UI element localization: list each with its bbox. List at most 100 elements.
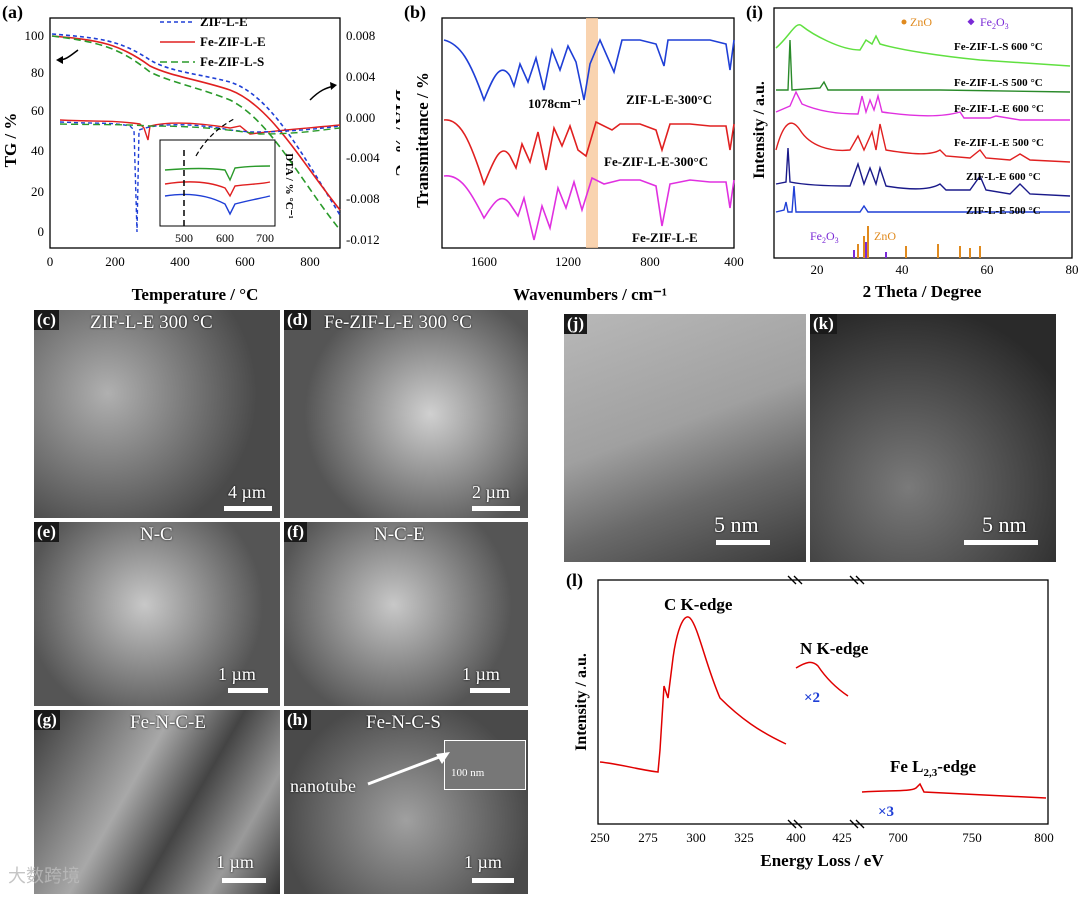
y-axis-label: Intensity / a.u. — [573, 653, 590, 751]
x-tick: 400 — [170, 254, 190, 269]
panel-h-title: Fe-N-C-S — [366, 712, 441, 733]
n-multiplier: ×2 — [804, 690, 820, 706]
curve-label: ZIF-L-E 500 °C — [966, 205, 1041, 217]
curve-label: Fe-ZIF-L-E-300°C — [604, 154, 708, 169]
annotation-1078: 1078cm⁻¹ — [528, 96, 581, 111]
panel-k-label: (k) — [810, 314, 837, 334]
curve-label: Fe-ZIF-L-S 500 °C — [954, 77, 1043, 89]
eels-n-k-edge — [795, 661, 849, 697]
y2-axis-label: DTA / % °C⁻¹ — [392, 89, 400, 190]
panel-a-label: (a) — [2, 2, 23, 23]
x-tick: 250 — [590, 830, 610, 845]
fe2o3-marker — [967, 18, 975, 26]
inset-image: 100 nm — [444, 740, 526, 790]
y2-tick: 0.004 — [346, 69, 376, 84]
xrd-curve-zif-l-e-500 — [775, 185, 1070, 213]
x-axis-label: Energy Loss / eV — [760, 851, 884, 870]
inset-y-label: DTA / % °C⁻¹ — [283, 153, 295, 219]
y2-tick: 0.000 — [346, 110, 375, 125]
panel-c-title: ZIF-L-E 300 °C — [90, 312, 213, 333]
inset-x-tick: 700 — [256, 231, 274, 245]
ftir-curve-fe-zif-l-e — [443, 175, 735, 241]
x-tick: 600 — [235, 254, 255, 269]
x-axis-label: Temperature / °C — [132, 285, 259, 304]
inset-curve-green — [164, 165, 271, 182]
inset-x-tick: 500 — [175, 231, 193, 245]
sem-image-f: (f) N-C-E 1 µm — [284, 522, 528, 706]
inset-curve-blue — [164, 193, 271, 216]
x-tick: 425 — [832, 830, 852, 845]
panel-f-label: (f) — [284, 522, 307, 542]
dta-curve-fe-zif-l-e — [59, 119, 341, 141]
scale-bar — [472, 878, 514, 883]
sem-image-c: (c) ZIF-L-E 300 °C 4 µm — [34, 310, 280, 518]
x-tick: 200 — [105, 254, 125, 269]
y-axis-label: TG / % — [1, 113, 20, 168]
panel-a-tg-dta-chart: (a) 0 20 40 60 80 100 0.008 0.004 0.000 … — [1, 2, 400, 304]
sem-image-h: (h) Fe-N-C-S 100 nm nanotube 1 µm — [284, 710, 528, 894]
x-tick: 20 — [811, 262, 824, 277]
y-axis-label: Transmittance / % — [413, 72, 432, 208]
panel-i-label: (i) — [746, 2, 763, 23]
x-tick: 800 — [640, 254, 660, 269]
fe-l-edge-label: Fe L2,3-edge — [890, 757, 976, 779]
tg-curve-fe-zif-l-s — [51, 35, 341, 231]
scale-bar — [222, 878, 266, 883]
tem-image-j: (j) 5 nm — [564, 314, 806, 562]
inset-curve-red — [164, 181, 271, 198]
x-tick: 275 — [638, 830, 658, 845]
zno-marker — [901, 19, 907, 25]
x-tick: 325 — [734, 830, 754, 845]
x-tick: 80 — [1066, 262, 1079, 277]
scale-bar-text: 1 µm — [462, 664, 500, 684]
x-tick: 700 — [888, 830, 908, 845]
x-tick: 300 — [686, 830, 706, 845]
tg-curve-fe-zif-l-e — [51, 35, 341, 211]
y2-tick: -0.012 — [346, 232, 380, 247]
panel-d-label: (d) — [284, 310, 311, 330]
panel-b-ftir-chart: (b) 1600 1200 800 400 Wavenumbers / cm⁻¹… — [404, 2, 744, 304]
panel-e-label: (e) — [34, 522, 59, 542]
panel-j-label: (j) — [564, 314, 587, 334]
curve-label: ZIF-L-E-300°C — [626, 92, 712, 107]
y2-tick: -0.008 — [346, 191, 380, 206]
ftir-curve-zif-l-e-300 — [443, 37, 735, 103]
panel-l-eels-chart: (l) C K-edge N K-edge ×2 Fe L2,3-edge ×3… — [566, 570, 1054, 870]
nanotube-arrow — [367, 752, 450, 786]
panel-e-title: N-C — [140, 524, 173, 545]
x-tick: 1200 — [555, 254, 581, 269]
x-tick: 40 — [896, 262, 909, 277]
n-k-edge-label: N K-edge — [800, 639, 869, 658]
panel-l-label: (l) — [566, 570, 583, 591]
fe-multiplier: ×3 — [878, 804, 894, 820]
scale-bar — [472, 506, 520, 511]
dta-curve-fe-zif-l-s — [59, 123, 341, 135]
curve-label: Fe-ZIF-L-E 500 °C — [954, 137, 1044, 149]
panel-h-label: (h) — [284, 710, 311, 730]
curve-label: ZIF-L-E 600 °C — [966, 171, 1041, 183]
ref-fe2o3-label: Fe2O3 — [810, 229, 839, 245]
scale-bar — [228, 688, 268, 693]
arrow-right — [309, 85, 335, 101]
xrd-curve-zif-l-e-600 — [775, 147, 1071, 197]
y2-tick: 0.008 — [346, 28, 375, 43]
scale-bar-text: 1 µm — [218, 664, 256, 684]
ftir-curve-fe-zif-l-e-300 — [443, 119, 735, 187]
scale-bar-text: 1 µm — [464, 852, 502, 872]
y-axis-label: Intensity / a.u. — [751, 81, 768, 179]
c-k-edge-label: C K-edge — [664, 595, 733, 614]
scale-bar — [716, 540, 770, 545]
y-tick: 60 — [31, 103, 44, 118]
legend-fe2o3: Fe2O3 — [980, 15, 1009, 31]
plot-frame — [49, 17, 341, 249]
y-tick: 100 — [25, 28, 45, 43]
arrow-left-head — [56, 56, 63, 64]
eels-c-k-edge — [599, 616, 787, 773]
stem-image-k: (k) 5 nm — [810, 314, 1056, 562]
inset-pointer — [195, 117, 237, 157]
legend-zno: ZnO — [910, 15, 932, 29]
plot-frame — [597, 579, 1049, 825]
xrd-curve-fe-zif-l-s-600 — [775, 23, 1071, 67]
y-tick: 40 — [31, 143, 44, 158]
eels-fe-l-edge — [861, 782, 1047, 799]
